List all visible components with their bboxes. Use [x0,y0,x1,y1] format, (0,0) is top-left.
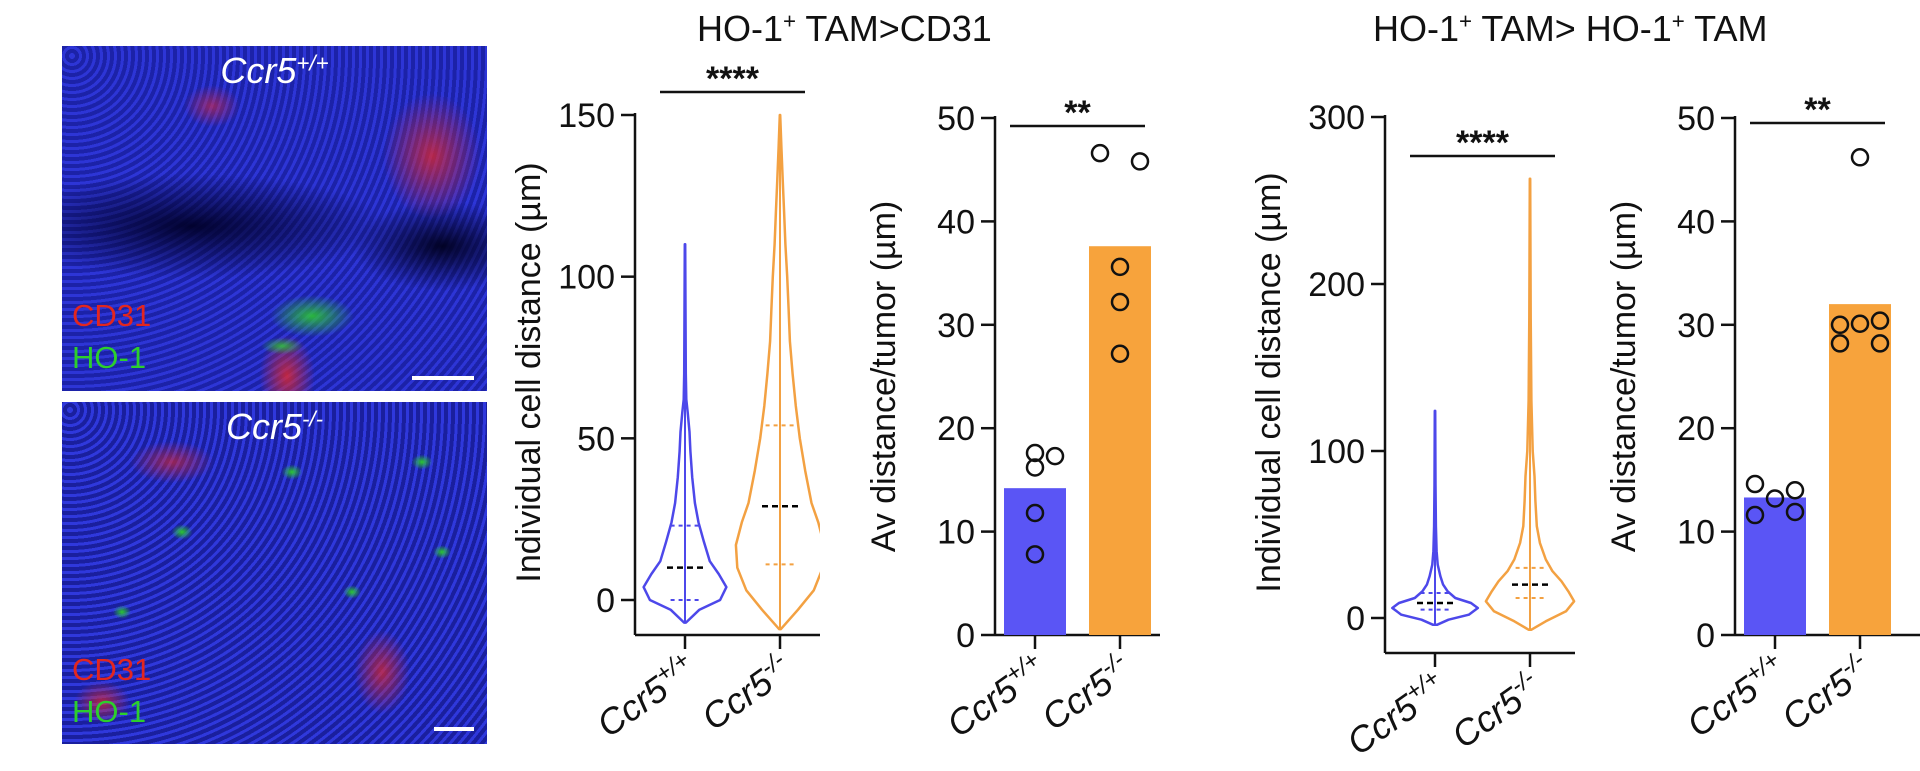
x-category-label: Ccr5-/- [1773,646,1878,738]
violin-outline [734,113,820,631]
y-tick-label: 200 [1308,266,1365,304]
bar [1744,497,1806,635]
y-axis-label: Individual cell distance (µm) [1250,172,1288,592]
cd31-stain-label: CD31 [72,298,152,333]
data-point [1870,334,1890,353]
microscopy-image-wt: Ccr5+/+ CD31 HO-1 [62,46,487,391]
data-point [1850,314,1870,334]
y-tick-label: 0 [1696,617,1715,655]
scale-bar [434,727,474,731]
chart-bar-cd31: 0 10 20 30 40 50 Av distance/tumor (µm) Ccr5+/+… [865,94,1160,745]
y-tick-label: 50 [1677,100,1715,138]
data-point [1110,344,1130,364]
data-point [1785,502,1805,522]
violin-outline [642,243,728,624]
y-tick-label: 0 [956,617,975,655]
significance-label: ** [1804,91,1831,129]
data-point [1090,143,1110,163]
data-point [1745,474,1765,494]
data-point [1870,311,1890,330]
microscopy-image-ko: Ccr5-/- CD31 HO-1 [62,402,487,744]
ho1-stain-label: HO-1 [72,694,147,729]
data-point [1045,446,1065,466]
cd31-stain-label: CD31 [72,652,152,687]
y-tick-label: 100 [558,259,615,297]
panel-title-ho1: HO-1+ TAM> HO-1+ TAM [1373,8,1768,49]
x-category-label: Ccr5-/- [1443,664,1548,756]
y-tick-label: 100 [1308,433,1365,471]
bar [1829,304,1891,635]
y-tick-label: 300 [1308,99,1365,137]
chart-bar-ho1: 0 10 20 30 40 50 Av distance/tumor (µm) Ccr5+/+… [1605,91,1920,745]
chart-violin-ho1: 0 100 200 300 Individual cell distance (µm) C… [1250,99,1576,763]
y-axis-label: Individual cell distance (µm) [510,162,548,582]
x-category-label: Ccr5+/+ [1678,646,1793,745]
x-category-label: Ccr5+/+ [588,646,703,745]
image-genotype-label: Ccr5-/- [225,406,324,447]
chart-violin-cd31: 0 50 100 150 Individual cell distance (µm) Cc… [510,60,820,745]
ho1-stain-label: HO-1 [72,340,147,375]
y-tick-label: 40 [937,203,975,241]
y-axis-label: Av distance/tumor (µm) [1605,201,1643,553]
x-category-label: Ccr5-/- [693,646,798,738]
data-point [1025,503,1045,523]
y-tick-label: 50 [937,100,975,138]
y-tick-label: 10 [1677,514,1715,552]
significance-label: **** [1456,124,1510,162]
data-point [1830,334,1850,353]
significance-label: **** [706,60,760,98]
data-point [1850,148,1870,167]
y-tick-label: 20 [937,410,975,448]
x-category-label: Ccr5+/+ [938,646,1053,745]
y-tick-label: 20 [1677,410,1715,448]
y-tick-label: 30 [937,307,975,345]
data-point [1745,505,1765,525]
y-tick-label: 10 [937,514,975,552]
x-category-label: Ccr5+/+ [1338,664,1453,763]
data-point [1765,489,1785,508]
y-axis-label: Av distance/tumor (µm) [865,201,903,553]
bar [1089,246,1151,635]
image-genotype-label: Ccr5+/+ [220,50,329,91]
data-point [1830,315,1850,335]
y-tick-label: 0 [596,582,615,620]
data-point [1110,257,1130,277]
data-point [1025,443,1045,463]
y-tick-label: 40 [1677,203,1715,241]
violin-outline [1391,409,1480,626]
data-point [1130,152,1150,171]
panel-title-cd31: HO-1+ TAM>CD31 [697,8,992,49]
significance-label: ** [1064,94,1091,132]
y-tick-label: 150 [558,97,615,135]
y-tick-label: 30 [1677,307,1715,345]
data-point [1025,458,1045,477]
data-point [1025,545,1045,564]
scale-bar [412,376,474,380]
y-tick-label: 0 [1346,600,1365,638]
data-point [1110,292,1130,312]
y-tick-label: 50 [577,420,615,458]
x-category-label: Ccr5-/- [1033,646,1138,738]
data-point [1785,480,1805,500]
